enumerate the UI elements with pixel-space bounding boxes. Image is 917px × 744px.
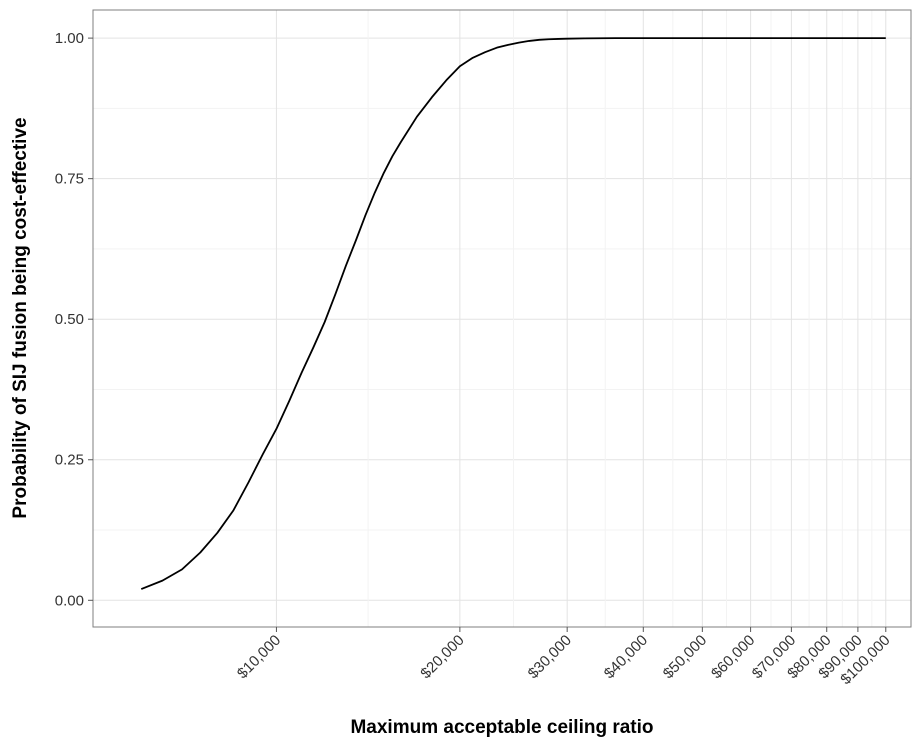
y-axis-title: Probability of SIJ fusion being cost-eff… — [10, 117, 31, 518]
plot-panel — [93, 10, 911, 627]
y-tick-label: 1.00 — [55, 30, 84, 47]
y-tick-label: 0.50 — [55, 311, 84, 328]
series-layer — [140, 37, 886, 590]
grid-layer — [93, 10, 911, 627]
y-tick-label: 0.25 — [55, 452, 84, 469]
x-axis-title: Maximum acceptable ceiling ratio — [350, 717, 653, 738]
plot-border — [92, 9, 912, 628]
y-axis: 0.00 0.25 0.50 0.75 1.00 — [55, 30, 93, 609]
series-line — [140, 37, 886, 590]
y-tick-label: 0.00 — [55, 592, 84, 609]
y-tick-label: 0.75 — [55, 171, 84, 188]
